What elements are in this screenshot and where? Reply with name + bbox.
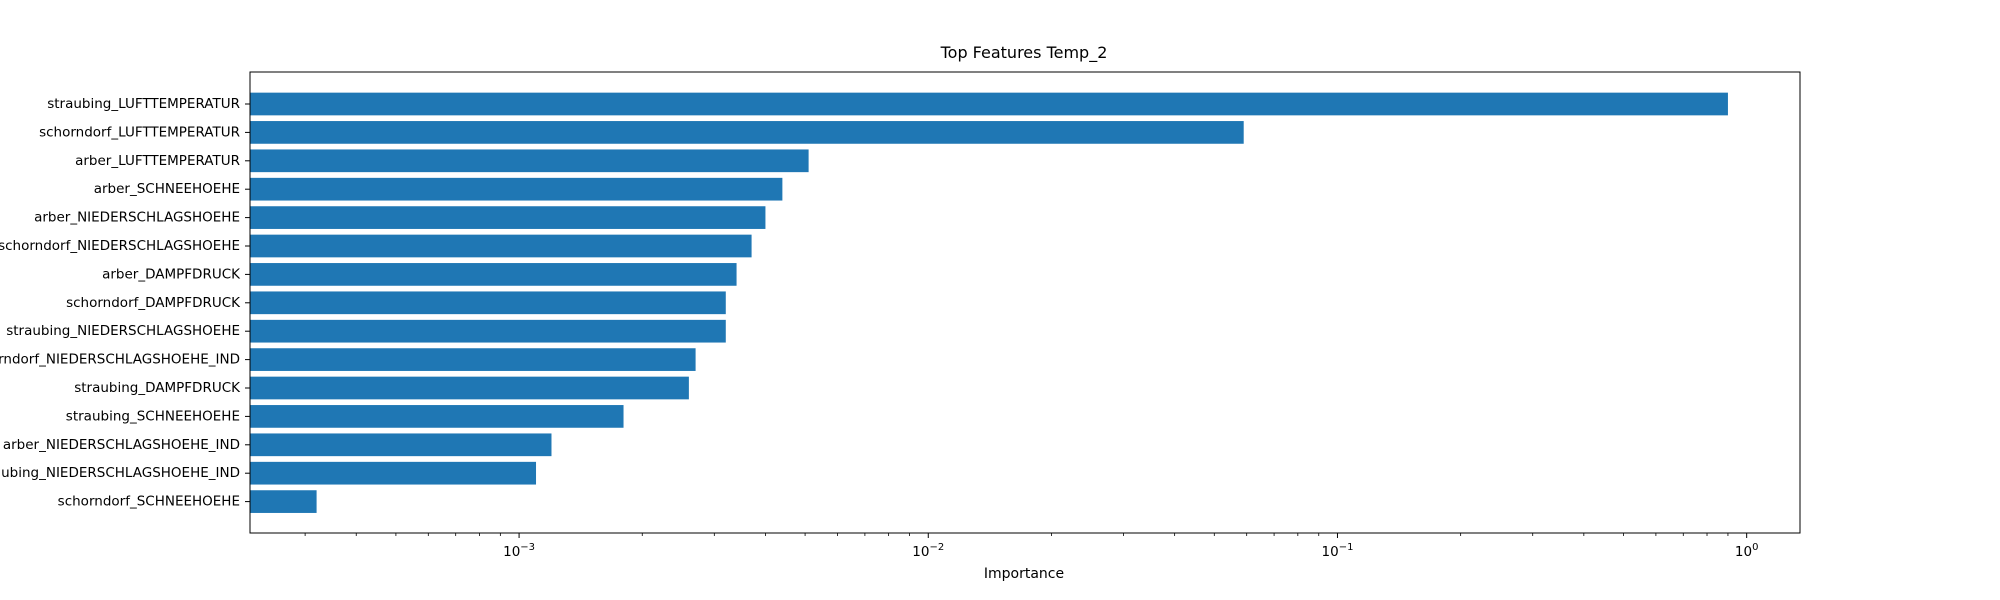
bar <box>250 319 726 343</box>
bar <box>250 490 317 513</box>
x-axis-label: Importance <box>984 566 1064 582</box>
bar <box>250 121 1244 144</box>
category-label: straubing_NIEDERSCHLAGSHOEHE_IND <box>0 465 240 481</box>
x-axis-ticks: 10−3 10−2 10−1 100 <box>304 533 1759 560</box>
bar <box>250 263 737 286</box>
bar <box>250 405 624 428</box>
x-tick-label: 10−3 <box>503 542 535 560</box>
category-label: straubing_LUFTTEMPERATUR <box>47 96 240 112</box>
bar <box>250 291 726 315</box>
bar <box>250 177 783 201</box>
category-label: arber_NIEDERSCHLAGSHOEHE_IND <box>3 437 240 453</box>
category-label: schorndorf_LUFTTEMPERATUR <box>39 124 240 140</box>
category-labels: straubing_LUFTTEMPERATUR schorndorf_LUFTT… <box>0 96 250 510</box>
bar <box>250 206 766 229</box>
category-label: schorndorf_DAMPFDRUCK <box>66 295 241 311</box>
category-label: arber_SCHNEEHOEHE <box>94 181 240 197</box>
category-label: schorndorf_NIEDERSCHLAGSHOEHE_IND <box>0 352 240 368</box>
category-label: schorndorf_NIEDERSCHLAGSHOEHE <box>0 238 240 254</box>
bar <box>250 348 696 371</box>
category-label: straubing_DAMPFDRUCK <box>74 380 241 396</box>
category-label: arber_NIEDERSCHLAGSHOEHE <box>34 210 240 226</box>
x-tick-label: 10−1 <box>1322 542 1354 560</box>
chart-title: Top Features Temp_2 <box>940 43 1108 63</box>
x-tick-label: 100 <box>1735 542 1759 560</box>
bar <box>250 461 537 485</box>
bar <box>250 433 552 457</box>
category-label: arber_DAMPFDRUCK <box>102 266 241 282</box>
bar <box>250 376 689 400</box>
category-label: straubing_NIEDERSCHLAGSHOEHE <box>6 323 240 339</box>
bar <box>250 234 752 258</box>
category-label: schorndorf_SCHNEEHOEHE <box>58 494 240 510</box>
category-label: straubing_SCHNEEHOEHE <box>66 408 240 424</box>
bar <box>250 92 1728 116</box>
plot-area-frame <box>249 71 1801 534</box>
category-label: arber_LUFTTEMPERATUR <box>75 153 240 169</box>
bars-layer <box>250 92 1728 513</box>
bar <box>250 149 809 173</box>
x-tick-label: 10−2 <box>912 542 944 560</box>
